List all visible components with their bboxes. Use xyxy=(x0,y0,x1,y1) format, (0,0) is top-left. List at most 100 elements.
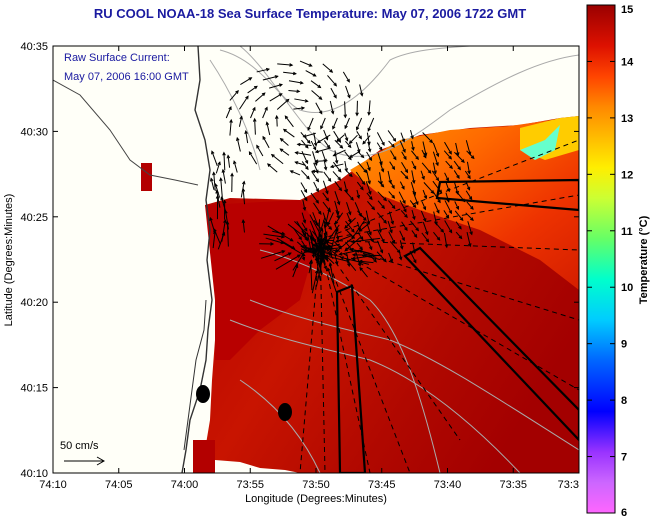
current-vector xyxy=(324,255,347,262)
current-vector xyxy=(454,201,459,210)
current-vector-head xyxy=(338,187,343,192)
current-vector xyxy=(322,180,329,194)
current-vector xyxy=(311,239,328,253)
current-vector-head xyxy=(335,236,340,241)
current-vector xyxy=(432,151,439,166)
current-vector xyxy=(236,137,241,152)
current-vector-head xyxy=(423,195,428,200)
current-vector-head xyxy=(334,249,339,254)
current-vector xyxy=(227,155,231,168)
current-vector xyxy=(329,100,334,114)
current-vector-head xyxy=(224,209,228,214)
current-vector xyxy=(346,202,351,215)
current-vector xyxy=(367,117,375,132)
map-title: RU COOL NOAA-18 Sea Surface Temperature:… xyxy=(93,6,527,21)
current-vector xyxy=(411,141,414,151)
current-vector xyxy=(311,171,319,182)
current-vector-head xyxy=(327,178,332,182)
current-vector xyxy=(367,200,375,210)
colorbar-tick-label: 6 xyxy=(621,507,627,519)
current-vector-head xyxy=(459,217,464,222)
current-vector xyxy=(390,150,397,160)
current-vector-head xyxy=(378,228,383,234)
x-tick-label: 73:55 xyxy=(236,479,264,491)
current-vector xyxy=(274,252,292,262)
current-vector xyxy=(411,170,415,184)
current-vector xyxy=(323,161,327,170)
current-vector xyxy=(465,140,471,155)
current-vector-head xyxy=(367,148,372,153)
current-vector-head xyxy=(404,214,408,218)
current-vector-head xyxy=(334,261,339,266)
current-vector xyxy=(365,210,370,225)
colorbar-tick-label: 7 xyxy=(621,452,627,464)
current-vector xyxy=(410,220,419,231)
current-vector xyxy=(242,220,245,233)
current-vector xyxy=(263,233,285,238)
current-vector-head xyxy=(347,211,352,216)
current-vector xyxy=(400,170,409,179)
current-vector-head xyxy=(318,211,322,215)
current-vector-head xyxy=(325,197,330,202)
current-vector xyxy=(317,239,328,263)
current-vector xyxy=(346,212,352,223)
current-vector xyxy=(357,161,367,173)
current-vector-head xyxy=(336,201,341,206)
current-vector-head xyxy=(456,175,460,179)
current-vector xyxy=(366,231,374,242)
current-vector-head xyxy=(392,137,397,142)
current-vector-head xyxy=(349,247,354,252)
current-vector xyxy=(344,236,361,252)
current-vector-head xyxy=(209,177,214,182)
current-vector xyxy=(327,75,337,87)
current-vector xyxy=(368,100,371,115)
current-vector-head xyxy=(215,189,219,194)
current-vector xyxy=(217,232,225,250)
current-vector-head xyxy=(468,243,472,248)
current-vector xyxy=(344,132,348,141)
current-vector xyxy=(445,192,450,202)
current-vector xyxy=(388,252,393,263)
current-vector xyxy=(322,63,333,73)
current-vector-head xyxy=(305,249,310,253)
current-vector xyxy=(388,231,395,244)
current-vector xyxy=(272,230,285,235)
current-vector-head xyxy=(348,173,353,178)
x-axis: 74:10 74:05 74:00 73:55 73:50 73:45 73:40 73:35… xyxy=(39,46,580,491)
current-vector xyxy=(455,231,463,239)
current-vector-head xyxy=(438,189,443,194)
current-vector xyxy=(377,229,385,243)
current-vector xyxy=(409,200,417,208)
current-vector xyxy=(318,219,321,248)
current-vector xyxy=(411,209,416,220)
current-vector xyxy=(387,130,396,142)
current-vector xyxy=(301,139,309,149)
current-vector xyxy=(332,117,338,129)
current-vector xyxy=(313,202,322,215)
current-vector xyxy=(420,210,427,222)
current-vector xyxy=(433,192,441,203)
current-vector xyxy=(432,162,437,174)
current-vector xyxy=(302,199,306,211)
current-vector-head xyxy=(363,169,368,174)
current-vector-head xyxy=(470,217,474,222)
current-vector-head xyxy=(212,171,216,176)
current-vector xyxy=(453,160,461,170)
current-vector xyxy=(229,119,232,136)
current-vector-head xyxy=(446,188,451,193)
current-vector-head xyxy=(388,179,392,185)
colorbar-tick-label: 15 xyxy=(621,4,633,16)
current-vector-head xyxy=(302,134,307,138)
current-vector xyxy=(345,140,352,148)
colorbar-tick-label: 13 xyxy=(621,113,633,125)
current-vector xyxy=(301,161,309,170)
current-vector xyxy=(345,220,355,233)
x-tick-label: 73:35 xyxy=(499,479,527,491)
current-vector-head xyxy=(222,199,227,204)
current-vector-head xyxy=(304,144,309,149)
current-vector-head xyxy=(337,168,342,173)
current-vector-head xyxy=(348,140,353,145)
current-vector-head xyxy=(318,233,322,238)
current-vector-head xyxy=(344,189,349,194)
current-vector xyxy=(277,63,293,66)
